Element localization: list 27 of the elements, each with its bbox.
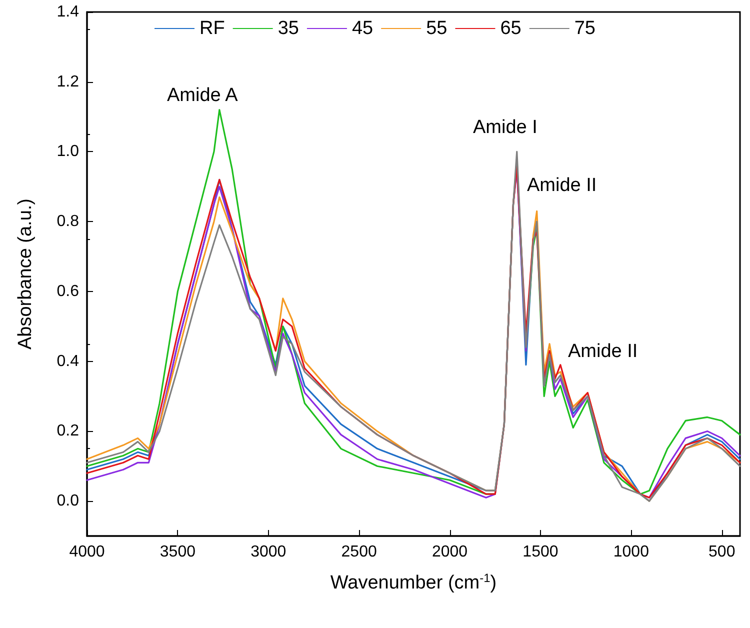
x-tick-label: 1000 [613,544,650,560]
annotation: Amide II [568,341,638,362]
y-tick-label: 1.4 [56,4,80,20]
legend-label: 55 [426,18,448,39]
legend-label: 35 [278,18,299,39]
legend-label: 45 [352,18,374,39]
x-tick-label: 2000 [432,544,468,560]
x-tick-label: 2500 [341,544,377,560]
annotation: Amide A [167,85,238,106]
legend-label: 65 [500,18,522,39]
y-tick-label: 1.2 [56,73,80,90]
x-tick-label: 1500 [522,544,558,560]
y-tick-label: 0.8 [56,213,80,230]
legend-label: RF [200,18,225,39]
x-tick-label: 3000 [250,544,286,560]
y-axis-title: Absorbance (a.u.) [15,198,36,350]
y-tick-label: 1.0 [56,143,80,160]
y-tick-label: 0.2 [56,422,80,440]
x-tick-label: 3500 [160,544,196,560]
y-tick-label: 0.0 [56,492,80,510]
annotation: Amide II [527,175,597,196]
y-tick-label: 0.6 [56,282,80,300]
x-tick-label: 4000 [69,544,105,560]
legend-label: 75 [574,18,596,39]
annotation: Amide I [473,117,538,138]
y-tick-label: 0.4 [56,352,80,370]
x-tick-label: 500 [708,544,736,560]
